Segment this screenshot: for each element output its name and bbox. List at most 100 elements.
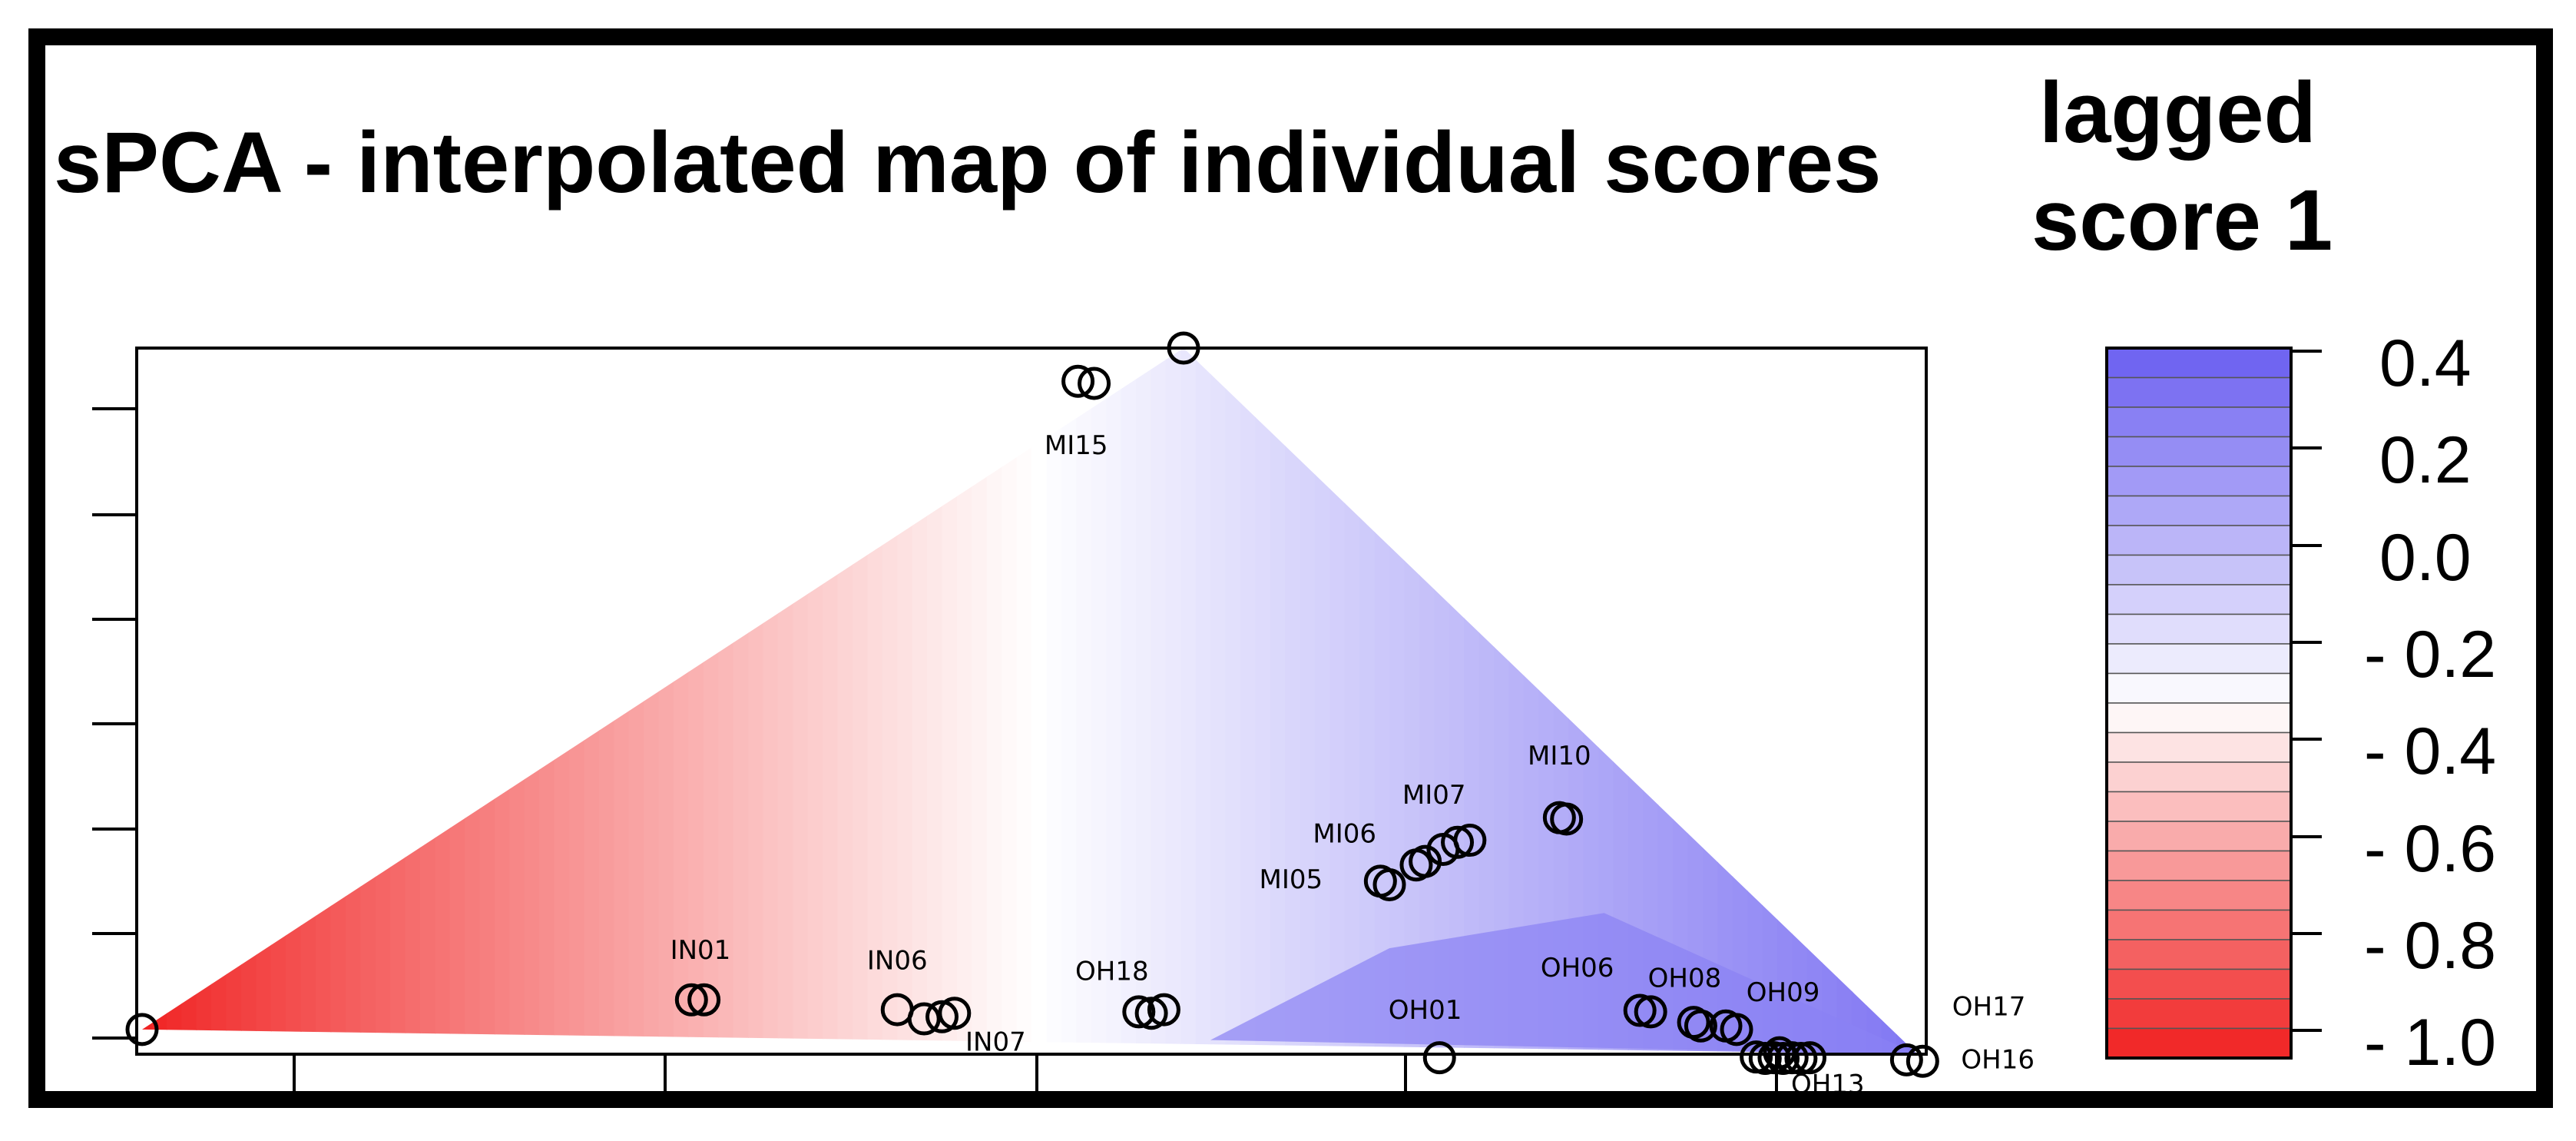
site-point (1623, 993, 1657, 1027)
site-label: MI06 (1313, 818, 1376, 849)
site-label: MI10 (1528, 741, 1591, 771)
site-label: MI07 (1402, 780, 1466, 811)
site-point (674, 983, 708, 1017)
surface-band (1046, 348, 1062, 1054)
surface-band (1255, 348, 1271, 1054)
surface-band (912, 348, 929, 1054)
site-point (1906, 1044, 1939, 1078)
surface-band (1106, 348, 1122, 1054)
legend-tick-label: - 1.0 (2364, 1006, 2496, 1080)
legend-color-band (2106, 672, 2292, 704)
legend-tick-label: - 0.6 (2364, 812, 2496, 886)
site-label: OH13 (1791, 1070, 1865, 1100)
site-point (1766, 1042, 1800, 1076)
legend-bar-frame (2105, 347, 2293, 1060)
legend-title-line2: score 1 (2031, 172, 2333, 268)
legend-tick-labels: 0.4 0.2 0.0 - 0.2 - 0.4 - 0.6 - 0.8 - 1.… (2364, 327, 2496, 1080)
surface-band (1091, 348, 1108, 1054)
site-label: IN07 (965, 1027, 1026, 1057)
site-point (1784, 1042, 1818, 1076)
site-point (1889, 1043, 1923, 1076)
site-point (687, 983, 721, 1017)
surface-band (1344, 348, 1361, 1054)
site-point (925, 1000, 959, 1033)
site-label: IN01 (670, 935, 731, 966)
legend-color-band (2106, 909, 2292, 940)
legend-tick-label: 0.0 (2379, 521, 2472, 595)
legend-color-band (2106, 495, 2292, 526)
color-legend-bar (2106, 347, 2292, 1059)
site-point (1372, 867, 1406, 901)
site-points (125, 331, 1939, 1078)
site-label: OH16 (1961, 1044, 2035, 1075)
legend-color-band (2106, 554, 2292, 585)
surface-band (1016, 348, 1032, 1054)
legend-color-band (2106, 613, 2292, 645)
surface-band (1076, 348, 1092, 1054)
surface-band (1210, 348, 1227, 1054)
site-point (1167, 331, 1200, 365)
legend-color-band (2106, 791, 2292, 822)
surface-band (1002, 348, 1018, 1054)
legend-color-band (2106, 466, 2292, 497)
site-point (1147, 993, 1180, 1027)
surface-band (1300, 348, 1316, 1054)
site-label: OH17 (1952, 991, 2026, 1022)
surface-band (1195, 348, 1211, 1054)
legend-color-band (2106, 850, 2292, 881)
surface-band (956, 348, 973, 1054)
surface-band (1270, 348, 1286, 1054)
legend-color-band (2106, 584, 2292, 615)
site-point (1409, 844, 1442, 878)
surface-band (1151, 348, 1167, 1054)
legend-ticks (2291, 350, 2322, 1032)
legend-tick-label: - 0.8 (2364, 909, 2496, 983)
legend-color-band (2106, 1027, 2292, 1059)
legend-tick-label: - 0.4 (2364, 715, 2496, 788)
plot-frame (135, 347, 1928, 1056)
site-point (938, 997, 972, 1030)
site-point (1422, 1041, 1456, 1075)
surface-band (972, 348, 988, 1054)
site-point (1634, 995, 1667, 1029)
surface-band (1225, 348, 1241, 1054)
legend-color-band (2106, 880, 2292, 911)
site-point (1134, 997, 1168, 1030)
site-point (1441, 825, 1475, 859)
site-point (125, 1013, 159, 1046)
surface-band (1061, 348, 1078, 1054)
site-point (1122, 995, 1156, 1029)
site-label: OH01 (1389, 995, 1462, 1026)
site-point (1078, 367, 1111, 400)
legend-color-band (2106, 939, 2292, 970)
legend-color-band (2106, 998, 2292, 1030)
surface-band (1240, 348, 1257, 1054)
site-point (1793, 1041, 1827, 1075)
surface-band (927, 348, 943, 1054)
site-point (1550, 802, 1584, 836)
legend-color-band (2106, 406, 2292, 438)
site-label: OH08 (1648, 964, 1722, 994)
legend-color-band (2106, 376, 2292, 408)
site-label: OH09 (1747, 977, 1820, 1008)
site-point (907, 1002, 941, 1036)
legend-color-band (2106, 761, 2292, 793)
surface-band (1135, 348, 1152, 1054)
surface-band (1180, 348, 1197, 1054)
legend-title-line1: lagged (2039, 65, 2316, 161)
surface-band (1165, 348, 1182, 1054)
site-point (1748, 1042, 1782, 1076)
legend-color-band (2106, 436, 2292, 467)
legend-tick-label: 0.4 (2379, 327, 2472, 400)
surface-band (1314, 348, 1331, 1054)
chart-title: sPCA - interpolated map of individual sc… (54, 114, 1881, 211)
legend-tick-label: - 0.2 (2364, 618, 2496, 692)
legend-color-band (2106, 731, 2292, 763)
legend-color-band (2106, 702, 2292, 734)
surface-band (1121, 348, 1137, 1054)
site-label: MI15 (1045, 430, 1108, 461)
surface-band (986, 348, 1003, 1054)
site-labels: MI15 MI10 MI07 MI06 MI05 IN01 IN06 OH18 … (670, 430, 2035, 1100)
site-label: MI05 (1260, 864, 1323, 895)
